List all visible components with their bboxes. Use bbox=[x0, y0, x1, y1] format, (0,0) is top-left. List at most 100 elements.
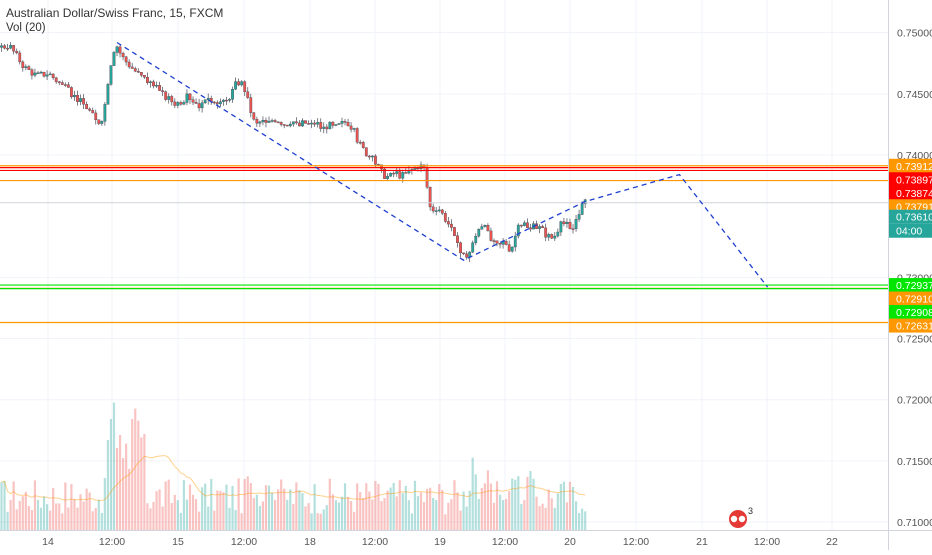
candle-body bbox=[231, 89, 234, 100]
volume-bar bbox=[377, 483, 380, 530]
candle-body bbox=[313, 122, 317, 125]
candle-body bbox=[298, 122, 301, 127]
candle-body bbox=[164, 91, 168, 100]
candle-body bbox=[392, 172, 396, 175]
volume-bar bbox=[103, 478, 106, 530]
volume-bar bbox=[450, 499, 453, 530]
volume-bar bbox=[270, 492, 274, 530]
candle-body bbox=[349, 125, 353, 130]
candle-body bbox=[288, 123, 292, 127]
volume-bar bbox=[514, 479, 517, 530]
volume-bar bbox=[401, 493, 404, 530]
candle-body bbox=[553, 235, 557, 239]
volume-bar bbox=[532, 478, 535, 530]
volume-bar bbox=[231, 485, 234, 530]
volume-bar bbox=[535, 496, 538, 530]
candle-body bbox=[185, 93, 189, 103]
candle-body bbox=[450, 223, 453, 228]
price-tick-label: 0.75000 bbox=[897, 28, 932, 40]
volume-bar bbox=[298, 490, 301, 530]
candle-body bbox=[194, 102, 198, 104]
price-level-label-bg bbox=[889, 158, 932, 173]
volume-bar bbox=[252, 498, 255, 530]
candle-body bbox=[380, 164, 383, 170]
candle-body bbox=[307, 123, 310, 125]
candle-body bbox=[152, 81, 155, 87]
candle-body bbox=[419, 164, 423, 169]
price-level-label-bg bbox=[889, 185, 932, 200]
volume-bar bbox=[94, 508, 97, 530]
candle-body bbox=[39, 71, 43, 74]
candle-body bbox=[541, 226, 545, 229]
time-tick-label: 12:00 bbox=[754, 536, 780, 548]
volume-bar bbox=[143, 433, 146, 530]
candle-body bbox=[477, 229, 481, 237]
volume-bar bbox=[286, 499, 289, 530]
projection-dashed-path bbox=[116, 41, 769, 288]
time-tick-label: 20 bbox=[564, 536, 576, 548]
volume-bar bbox=[559, 483, 562, 530]
volume-bar bbox=[538, 506, 541, 530]
candle-body bbox=[291, 121, 295, 125]
volume-bar bbox=[477, 498, 480, 530]
candle-body bbox=[51, 73, 55, 79]
volume-bar bbox=[562, 481, 565, 530]
time-tick-label: 12:00 bbox=[623, 536, 649, 548]
candle-body bbox=[133, 68, 137, 72]
candle-body bbox=[453, 227, 456, 236]
candle-body bbox=[142, 75, 146, 78]
time-tick-label: 12:00 bbox=[492, 536, 518, 548]
volume-bar bbox=[432, 497, 435, 530]
candle-body bbox=[538, 226, 541, 229]
volume-bar bbox=[435, 500, 438, 530]
candle-body bbox=[60, 82, 64, 85]
candle-body bbox=[106, 84, 110, 105]
candle-body bbox=[383, 168, 386, 179]
candle-body bbox=[203, 99, 207, 104]
candle-body bbox=[401, 172, 405, 179]
volume-bar bbox=[128, 468, 131, 530]
time-tick-label: 15 bbox=[172, 536, 184, 548]
volume-bar bbox=[106, 440, 109, 530]
volume-bar bbox=[155, 491, 158, 530]
volume-bar bbox=[383, 498, 386, 530]
candle-body bbox=[30, 69, 34, 76]
candle-body bbox=[404, 172, 408, 174]
volume-bar bbox=[462, 491, 465, 530]
volume-bar bbox=[331, 494, 334, 530]
candle-body bbox=[45, 74, 49, 77]
candle-body bbox=[33, 72, 37, 76]
candle-body bbox=[431, 206, 435, 212]
volume-bar bbox=[325, 505, 328, 530]
candle-body bbox=[103, 104, 107, 122]
volume-bar bbox=[419, 492, 423, 530]
candle-body bbox=[337, 123, 341, 125]
volume-bar bbox=[258, 505, 261, 530]
volume-bar bbox=[389, 487, 392, 530]
volume-bar bbox=[574, 501, 578, 530]
volume-bar bbox=[395, 496, 398, 530]
candle-body bbox=[550, 234, 554, 239]
price-tick-label: 0.71000 bbox=[897, 517, 932, 529]
candle-body bbox=[124, 56, 128, 63]
volume-bar bbox=[410, 513, 413, 530]
candle-body bbox=[273, 120, 277, 123]
candle-body bbox=[331, 121, 335, 126]
time-tick-label: 12:00 bbox=[99, 536, 125, 548]
volume-bar bbox=[486, 470, 489, 530]
candle-body bbox=[319, 122, 323, 129]
candle-body bbox=[574, 219, 578, 229]
volume-bar bbox=[255, 494, 258, 530]
volume-bar bbox=[64, 482, 67, 530]
volume-bar bbox=[24, 491, 27, 530]
volume-bar bbox=[249, 483, 252, 530]
candle-body bbox=[437, 209, 441, 212]
candle-body bbox=[249, 97, 253, 113]
volume-bar bbox=[55, 503, 58, 530]
candle-body bbox=[434, 210, 438, 212]
volume-bar bbox=[243, 479, 246, 530]
candle-body bbox=[504, 241, 508, 245]
volume-bar bbox=[6, 511, 9, 530]
